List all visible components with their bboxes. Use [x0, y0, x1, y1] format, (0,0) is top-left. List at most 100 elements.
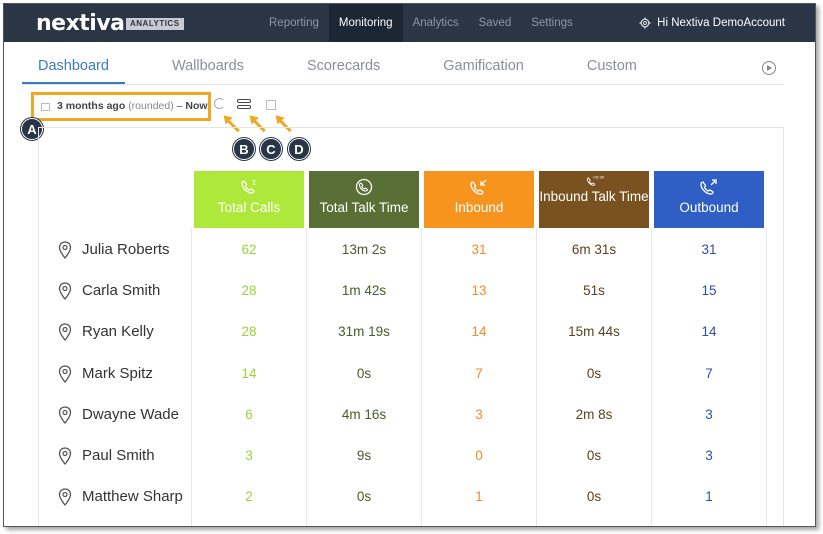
callout-a: A [21, 118, 43, 140]
column-divider [191, 228, 192, 526]
table-row-agent[interactable]: Dwayne Wade [58, 404, 179, 426]
table-cell: 9s [356, 448, 372, 463]
date-range-separator: – [176, 100, 183, 112]
table-cell: 7 [705, 366, 713, 381]
table-cell: 62 [241, 242, 257, 257]
table-cell: 31m 19s [338, 324, 390, 339]
account-menu[interactable]: Hi Nextiva DemoAccount [639, 4, 785, 42]
dashboard-tabs: Dashboard Wallboards Scorecards Gamificatio… [22, 58, 684, 84]
column-header-outbound[interactable]: Outbound [654, 171, 764, 228]
column-header-label: Outbound [679, 200, 739, 215]
analytics-badge: ANALYTICS [126, 18, 184, 30]
column-header-inbound-talk-time[interactable]: 00:00 Inbound Talk Time [539, 171, 649, 228]
tab-gamification[interactable]: Gamification [443, 58, 524, 74]
column-divider [421, 228, 422, 526]
refresh-icon[interactable] [214, 98, 225, 109]
table-cell: 2 [245, 489, 253, 504]
column-divider [536, 228, 537, 526]
table-cell: 15m 44s [568, 324, 620, 339]
table-row-agent[interactable]: Ryan Kelly [58, 321, 154, 343]
table-cell: 4m 16s [341, 407, 387, 422]
table-cell: 0s [586, 448, 602, 463]
table-cell: 6 [245, 407, 253, 422]
top-nav-saved[interactable]: Saved [478, 17, 512, 29]
toggle-view-icon[interactable] [237, 99, 251, 111]
tab-dashboard[interactable]: Dashboard [22, 58, 125, 84]
phone-inbound-timer-icon: 00:00 [586, 175, 604, 186]
agent-name: Paul Smith [82, 447, 155, 464]
table-cell: 0s [356, 489, 372, 504]
top-nav-analytics[interactable]: Analytics [412, 17, 459, 29]
table-cell: 28 [241, 324, 257, 339]
tab-wallboards[interactable]: Wallboards [171, 58, 244, 74]
table-row-agent[interactable]: Paul Smith [58, 445, 155, 467]
table-cell: 14 [241, 366, 257, 381]
table-row-agent[interactable]: Matthew Sharp [58, 486, 183, 508]
account-greeting: Hi Nextiva DemoAccount [657, 17, 785, 29]
top-nav-settings[interactable]: Settings [531, 17, 573, 29]
top-nav-menu: Reporting Monitoring Analytics Saved Setting… [259, 4, 583, 42]
table-cell: 0s [586, 489, 602, 504]
column-header-total-calls[interactable]: Σ Total Calls [194, 171, 304, 228]
location-pin-icon [58, 488, 72, 507]
agent-name: Carla Smith [82, 282, 161, 299]
agent-name: Ryan Kelly [82, 323, 154, 340]
column-header-total-talk-time[interactable]: Total Talk Time [309, 171, 419, 228]
table-cell: 14 [701, 324, 717, 339]
table-cell: 3 [245, 448, 253, 463]
column-divider [651, 228, 652, 526]
phone-clock-icon [355, 178, 373, 196]
location-pin-icon [58, 282, 72, 301]
nextiva-logo[interactable]: nextiva [36, 11, 125, 36]
top-nav-reporting[interactable]: Reporting [269, 17, 319, 29]
location-pin-icon [58, 447, 72, 466]
callout-d: D [288, 138, 310, 160]
play-slideshow-icon[interactable] [762, 61, 776, 75]
tab-scorecards[interactable]: Scorecards [306, 58, 381, 74]
table-row-agent[interactable]: Julia Roberts [58, 239, 170, 261]
table-cell: 31 [701, 242, 717, 257]
location-pin-icon [58, 365, 72, 384]
app-window: nextiva ANALYTICS Reporting Monitoring Ana… [3, 3, 816, 527]
callout-b: B [233, 138, 255, 160]
top-nav-monitoring[interactable]: Monitoring [328, 4, 403, 42]
calendar-icon [41, 103, 50, 111]
agent-name: Julia Roberts [82, 241, 170, 258]
column-header-label: Total Talk Time [319, 200, 409, 215]
gear-icon [639, 17, 651, 29]
phone-sum-icon: Σ [241, 179, 256, 194]
table-row-agent[interactable]: Carla Smith [58, 280, 160, 302]
location-pin-icon [58, 241, 72, 260]
table-cell: 0s [356, 366, 372, 381]
date-range-start: 3 months ago [57, 100, 126, 112]
tab-custom[interactable]: Custom [586, 58, 637, 74]
table-cell: 2m 8s [575, 407, 613, 422]
export-icon[interactable] [266, 100, 276, 110]
location-pin-icon [58, 406, 72, 425]
agent-name: Dwayne Wade [82, 406, 179, 423]
svg-text:Σ: Σ [252, 179, 256, 187]
phone-inbound-icon [470, 179, 487, 195]
table-cell: 14 [471, 324, 487, 339]
table-row-agent[interactable]: Mark Spitz [58, 363, 153, 385]
date-range-selector[interactable]: 3 months ago (rounded) – Now [31, 92, 211, 121]
column-header-label: Inbound Talk Time [539, 189, 649, 204]
table-cell: 51s [583, 283, 605, 298]
table-cell: 0 [475, 448, 483, 463]
table-cell: 13 [471, 283, 487, 298]
table-cell: 13m 2s [341, 242, 387, 257]
table-cell: 15 [701, 283, 717, 298]
table-cell: 0s [586, 366, 602, 381]
callout-c: C [260, 138, 282, 160]
agent-name: Mark Spitz [82, 365, 153, 382]
location-pin-icon [58, 323, 72, 342]
dashboard-panel [38, 127, 784, 526]
date-range-end: Now [185, 100, 208, 112]
column-divider [306, 228, 307, 526]
table-cell: 31 [471, 242, 487, 257]
table-cell: 28 [241, 283, 257, 298]
date-range-label: 3 months ago (rounded) – Now [57, 100, 208, 112]
table-cell: 3 [705, 448, 713, 463]
column-header-inbound[interactable]: Inbound [424, 171, 534, 228]
phone-outbound-icon [700, 179, 717, 195]
